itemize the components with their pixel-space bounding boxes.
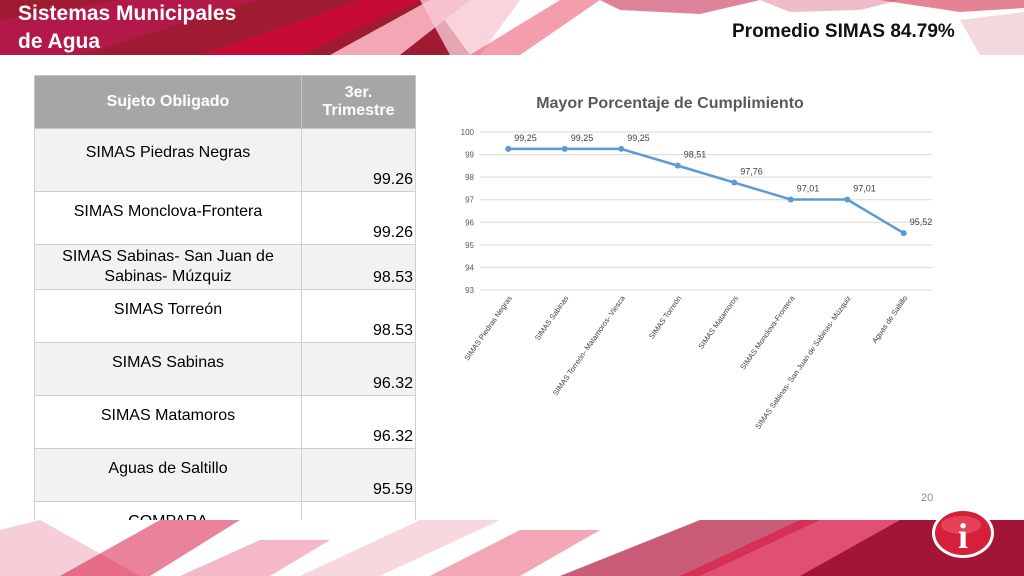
- table-row: Aguas de Saltillo 95.59: [34, 448, 416, 502]
- y-tick-label: 97: [465, 196, 474, 205]
- row-value: 95.59: [301, 448, 416, 502]
- data-label: 97,01: [853, 183, 876, 193]
- x-tick-label: SIMAS Sabinas: [533, 294, 571, 342]
- row-name-line1: SIMAS Matamoros: [100, 407, 236, 424]
- line-chart-svg: Mayor Porcentaje de Cumplimiento 93 94 95 96…: [461, 95, 933, 431]
- row-name: SIMAS Monclova-Frontera: [34, 191, 302, 245]
- row-name-line1: SIMAS Sabinas- San Juan de: [62, 248, 274, 265]
- row-name: Aguas de Saltillo: [34, 448, 302, 502]
- bottom-banner-graphic: [0, 520, 1024, 576]
- header-quarter-line1: 3er.: [344, 84, 373, 101]
- row-value: 98.53: [301, 244, 416, 290]
- header-quarter-line2: Trimestre: [322, 102, 395, 119]
- slide-title-line1: Sistemas Municipales: [18, 2, 237, 25]
- table-row: SIMAS Matamoros 96.32: [34, 395, 416, 449]
- row-name-line1: Aguas de Saltillo: [108, 460, 228, 477]
- table-row: SIMAS Torreón 98.53: [34, 289, 416, 343]
- data-label: 99,25: [514, 133, 537, 143]
- row-name: SIMAS Matamoros: [34, 395, 302, 449]
- table-row: SIMAS Sabinas- San Juan de Sabinas- Múzq…: [34, 244, 416, 290]
- table-header-row: Sujeto Obligado 3er. Trimestre: [34, 75, 416, 129]
- page-number: 20: [921, 492, 934, 504]
- table-row: SIMAS Sabinas 96.32: [34, 342, 416, 396]
- row-name-line1: SIMAS Sabinas: [111, 354, 225, 371]
- row-name-line2: Sabinas- Múzquiz: [104, 268, 232, 285]
- y-tick-label: 94: [465, 263, 474, 272]
- row-value: 96.32: [301, 342, 416, 396]
- y-tick-label: 93: [465, 286, 474, 295]
- data-label: 97,76: [740, 167, 763, 177]
- data-label: 95,52: [910, 217, 933, 227]
- y-tick-label: 96: [465, 218, 474, 227]
- y-tick-label: 95: [465, 241, 474, 250]
- x-tick-label: SIMAS Torreón: [647, 294, 683, 341]
- x-tick-label: SIMAS Matamoros: [696, 294, 740, 351]
- data-point: [505, 145, 512, 152]
- data-point: [731, 179, 738, 186]
- info-logo-letter: i: [958, 516, 968, 556]
- series-line: [508, 147, 905, 235]
- chart-title: Mayor Porcentaje de Cumplimiento: [536, 95, 804, 112]
- x-tick-label: SIMAS Monclova-Frontera: [738, 293, 797, 371]
- row-name-line1: SIMAS Piedras Negras: [85, 144, 251, 161]
- data-label: 99,25: [627, 133, 650, 143]
- table-row: SIMAS Monclova-Frontera 99.26: [34, 191, 416, 245]
- data-point: [561, 145, 568, 152]
- row-name-line1: SIMAS Torreón: [113, 301, 223, 318]
- row-name: SIMAS Sabinas- San Juan de Sabinas- Múzq…: [34, 244, 302, 290]
- y-tick-label: 100: [461, 128, 475, 137]
- average-label: Promedio SIMAS 84.79%: [732, 21, 955, 42]
- info-logo-icon: i: [932, 508, 994, 558]
- info-logo: i: [931, 507, 995, 559]
- header-quarter: 3er. Trimestre: [301, 75, 416, 129]
- data-point: [618, 145, 625, 152]
- row-name: SIMAS Sabinas: [34, 342, 302, 396]
- table-row: SIMAS Piedras Negras 99.26: [34, 128, 416, 192]
- row-name: SIMAS Piedras Negras: [34, 128, 302, 192]
- row-value: 99.26: [301, 128, 416, 192]
- bottom-banner: [0, 520, 1024, 576]
- row-value: 96.32: [301, 395, 416, 449]
- slide-title: Sistemas Municipales de Agua: [18, 0, 278, 56]
- top-banner-graphic: [0, 0, 1024, 55]
- x-tick-label: SIMAS Sabinas- San Juan de Sabinas- Múzq…: [753, 294, 853, 431]
- data-label: 98,51: [684, 150, 707, 160]
- x-tick-label: SIMAS Piedras Negras: [462, 294, 514, 363]
- header-subject: Sujeto Obligado: [34, 75, 302, 129]
- line-chart: Mayor Porcentaje de Cumplimiento 93 94 95 96…: [440, 80, 960, 450]
- slide-title-line2: de Agua: [18, 30, 101, 53]
- data-point: [900, 230, 907, 237]
- y-tick-label: 98: [465, 173, 474, 182]
- data-label: 99,25: [571, 133, 594, 143]
- data-point: [787, 196, 794, 203]
- data-point: [844, 196, 851, 203]
- data-point: [674, 162, 681, 169]
- row-name-line1: SIMAS Monclova-Frontera: [73, 203, 263, 220]
- row-value: 99.26: [301, 191, 416, 245]
- row-value: 98.53: [301, 289, 416, 343]
- row-name: SIMAS Torreón: [34, 289, 302, 343]
- top-banner: [0, 0, 1024, 55]
- data-label: 97,01: [797, 183, 820, 193]
- x-tick-label: Aguas de Saltillo: [870, 294, 909, 345]
- compliance-table: Sujeto Obligado 3er. Trimestre SIMAS Pie…: [34, 75, 416, 555]
- y-tick-label: 99: [465, 151, 474, 160]
